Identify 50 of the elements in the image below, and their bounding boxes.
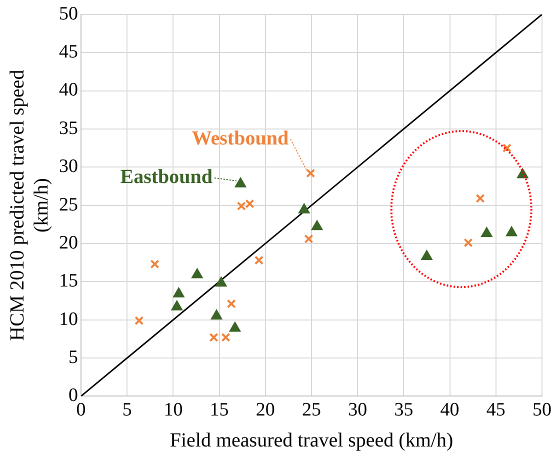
point	[312, 220, 322, 230]
y-tick-label: 30	[59, 156, 78, 178]
y-tick-label: 0	[68, 385, 78, 406]
x-tick-label: 35	[394, 400, 414, 421]
point	[235, 178, 246, 188]
y-tick-label: 40	[59, 80, 78, 101]
y-tick-label: 10	[59, 308, 78, 330]
x-tick-label: 50	[532, 400, 552, 421]
point	[134, 316, 144, 326]
point	[245, 199, 254, 208]
point	[502, 143, 512, 153]
point	[216, 277, 226, 287]
y-tick-label: 5	[68, 347, 78, 368]
x-tick-label: 45	[486, 400, 506, 421]
point	[192, 268, 202, 278]
point	[254, 256, 264, 265]
point	[226, 299, 236, 308]
x-tick-label: 40	[440, 400, 460, 421]
x-tick-label: 10	[164, 400, 183, 421]
point	[236, 202, 246, 211]
y-tick-label: 15	[59, 270, 78, 292]
y-tick-label: 25	[59, 194, 78, 216]
series-label: Westbound	[192, 127, 289, 150]
x-tick-label: 20	[256, 400, 275, 421]
y-tick-label: 35	[59, 118, 78, 139]
y-tick-label: 45	[59, 42, 78, 63]
x-tick-label: 30	[348, 400, 368, 421]
y-axis-title: HCM 2010 predicted travel speed (km/h)	[6, 70, 52, 341]
point	[476, 194, 485, 203]
point	[173, 288, 184, 298]
point	[481, 228, 492, 238]
x-tick-label: 25	[302, 400, 321, 421]
x-axis-title: Field measured travel speed (km/h)	[170, 429, 454, 452]
point	[211, 310, 222, 320]
x-tick-label: 5	[122, 400, 132, 421]
point	[306, 168, 316, 178]
legend-label: Eastbound	[120, 166, 213, 188]
point	[421, 250, 432, 260]
x-tick-label: 15	[210, 400, 229, 421]
point	[464, 238, 473, 248]
point	[304, 234, 314, 244]
point	[506, 226, 517, 236]
point	[150, 260, 160, 269]
point	[230, 322, 240, 332]
point	[172, 300, 182, 310]
point	[298, 204, 310, 214]
y-tick-label: 50	[59, 3, 78, 24]
point	[221, 332, 230, 342]
point	[209, 332, 218, 342]
y-tick-label: 20	[59, 232, 78, 254]
